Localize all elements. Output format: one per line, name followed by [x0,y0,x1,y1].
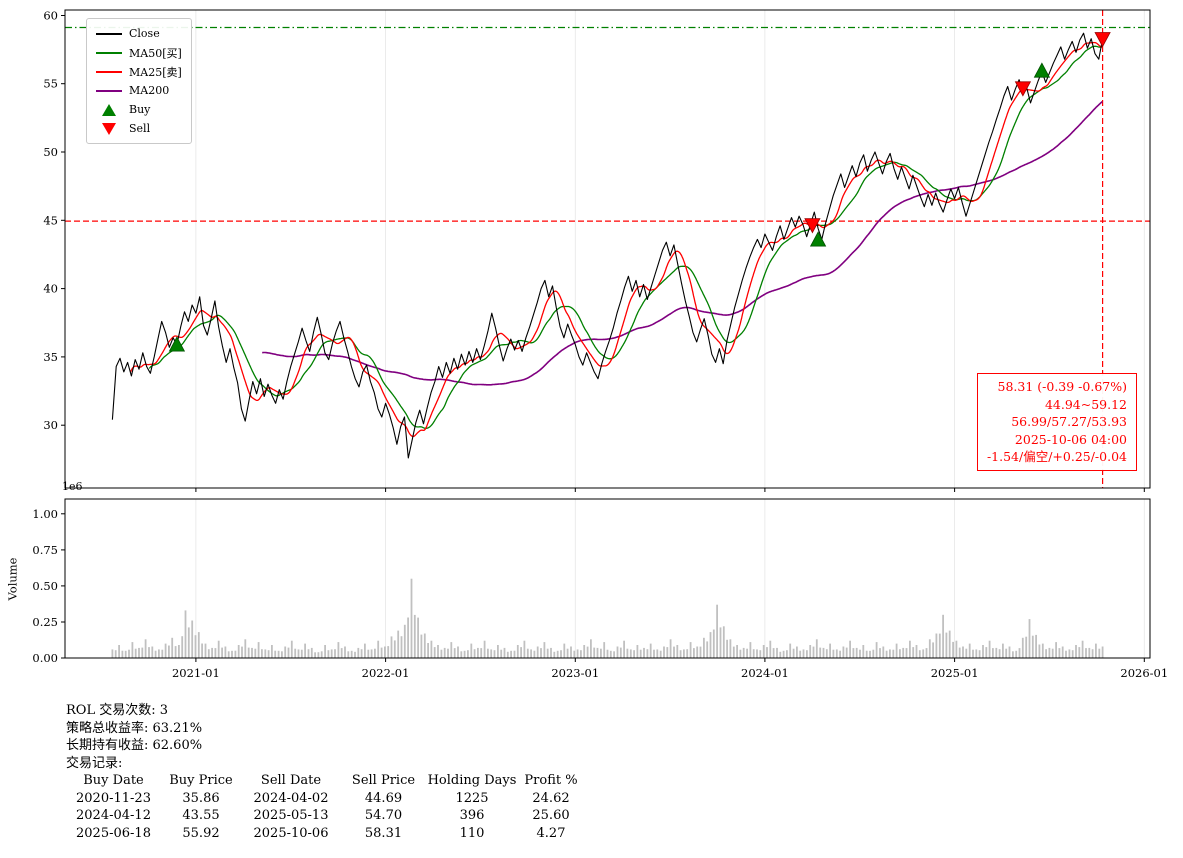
svg-text:2021-01: 2021-01 [172,666,220,680]
col-buy-date: Buy Date [83,773,144,788]
trade-profit: 4.27 [536,825,566,841]
ma25-line-sample [96,70,122,73]
legend-item-ma50: MA50[买] [96,43,182,62]
trade-count-line: ROL 交易次数: 3 [66,703,168,718]
trade-sell-date: 2025-10-06 [253,825,329,841]
ma200-line [262,100,1103,386]
trade-sell-price: 58.31 [364,825,403,841]
trade-row: 2024-04-12 43.55 2025-05-13 54.70 396 25… [66,807,584,825]
legend-item-ma200: MA200 [96,81,182,100]
annotation-timestamp: 2025-10-06 04:00 [1014,431,1127,447]
annotation-price-change: 58.31 (-0.39 -0.67%) [997,379,1127,394]
svg-text:40: 40 [43,282,58,296]
legend-label-buy: Buy [129,103,151,116]
col-sell-date: Sell Date [260,773,322,788]
trade-table-header: Buy Date Buy Price Sell Date Sell Price … [66,772,584,790]
trade-profit: 24.62 [532,790,570,806]
svg-text:45: 45 [43,213,58,227]
trade-sell-date: 2024-04-02 [253,790,329,806]
trade-row: 2020-11-23 35.86 2024-04-02 44.69 1225 2… [66,790,584,808]
axis-tick-labels: 30 35 40 45 50 55 60 0.00 0.25 0.50 0.75 1.00 2021-0… [32,8,1168,680]
trade-holding-days: 110 [459,825,485,841]
legend-item-buy: Buy [96,100,182,119]
annotation-bias: -1.54/偏空/+0.25/-0.04 [986,449,1127,464]
legend-label-close: Close [129,27,160,40]
legend-item-sell: Sell [96,119,182,138]
svg-text:2024-01: 2024-01 [741,666,789,680]
strategy-return-line: 策略总收益率: 63.21% [66,720,203,736]
volume-bars [111,578,1104,658]
annotation-range: 44.94~59.12 [1044,396,1127,412]
quote-annotation-box: 58.31 (-0.39 -0.67%) 44.94~59.12 56.99/5… [976,373,1137,471]
legend-item-close: Close [96,24,182,43]
trade-buy-price: 43.55 [182,808,220,823]
trade-holding-days: 1225 [455,790,489,806]
col-holding-days: Holding Days [427,773,517,788]
close-line-sample [96,32,122,35]
svg-text:50: 50 [43,145,58,159]
ma200-line-sample [96,89,122,92]
legend-label-ma50: MA50[买] [129,46,182,60]
annotation-ma-values: 56.99/57.27/53.93 [1011,414,1127,429]
buy-triangle-icon [102,103,116,116]
svg-text:2023-01: 2023-01 [551,666,599,680]
svg-text:35: 35 [43,350,58,364]
axis-ticks [61,15,1145,662]
price-panel-border [64,9,1151,489]
hold-return-line: 长期持有收益: 62.60% [66,738,203,753]
ma25-line [129,41,1103,438]
trade-sell-price: 44.69 [364,790,403,806]
legend: Close MA50[买] MA25[卖] MA200 Buy Sell [86,18,192,144]
trade-buy-date: 2020-11-23 [76,790,151,806]
trade-buy-price: 55.92 [182,825,220,841]
volume-panel-border [64,498,1151,659]
svg-text:1.00: 1.00 [32,507,58,521]
ma50-line [148,45,1103,429]
buy-markers [168,62,1051,352]
trade-buy-date: 2024-04-12 [76,808,151,823]
svg-text:0.75: 0.75 [32,543,58,557]
svg-text:0.00: 0.00 [32,651,58,665]
trade-buy-price: 35.86 [182,790,220,806]
col-profit: Profit % [524,773,578,788]
col-buy-price: Buy Price [169,773,233,788]
svg-text:2025-01: 2025-01 [931,666,979,680]
year-gridlines [195,10,1145,658]
legend-item-ma25: MA25[卖] [96,62,182,81]
volume-scale-offset-label: 1e6 [62,480,83,493]
trade-sell-date: 2025-05-13 [253,808,329,823]
volume-axis-label: Volume [5,557,20,601]
sell-triangle-icon [102,122,116,135]
trade-profit: 25.60 [532,808,570,823]
close-line [111,32,1104,459]
legend-label-ma200: MA200 [129,84,170,97]
svg-text:0.25: 0.25 [32,615,58,629]
sell-markers [804,32,1111,234]
legend-label-sell: Sell [129,122,151,135]
trades-title: 交易记录: [66,755,123,771]
ma50-line-sample [96,51,122,54]
svg-text:60: 60 [43,8,58,22]
svg-text:30: 30 [43,418,58,432]
legend-label-ma25: MA25[卖] [129,65,182,79]
strategy-stats: ROL 交易次数: 3 策略总收益率: 63.21% 长期持有收益: 62.60… [66,702,584,842]
col-sell-price: Sell Price [351,773,416,788]
trade-holding-days: 396 [459,808,485,823]
svg-text:55: 55 [43,77,58,91]
trade-sell-price: 54.70 [364,808,403,823]
trade-row: 2025-06-18 55.92 2025-10-06 58.31 110 4.… [66,825,584,843]
svg-text:2022-01: 2022-01 [362,666,410,680]
svg-text:0.50: 0.50 [32,579,58,593]
trade-buy-date: 2025-06-18 [76,825,151,841]
price-volume-chart: 30 35 40 45 50 55 60 0.00 0.25 0.50 0.75 1.00 2021-0… [32,8,1168,680]
svg-text:2026-01: 2026-01 [1120,666,1168,680]
